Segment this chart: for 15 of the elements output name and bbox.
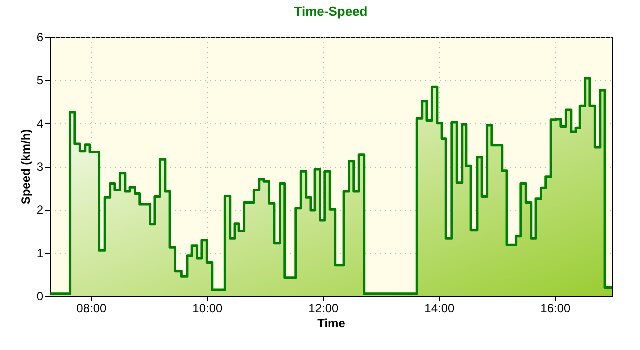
x-tick-label: 08:00 xyxy=(76,302,108,316)
y-tick-label: 6 xyxy=(36,30,44,44)
x-axis-title: Time xyxy=(318,316,346,330)
x-tick-label: 10:00 xyxy=(192,302,224,316)
y-tick-label: 3 xyxy=(36,160,44,174)
x-tick-label: 14:00 xyxy=(424,302,456,316)
y-tick-label: 1 xyxy=(36,246,44,260)
x-tick-label: 16:00 xyxy=(540,302,571,316)
y-tick-label: 4 xyxy=(36,116,44,131)
y-tick-label: 0 xyxy=(36,290,44,304)
x-tick-label: 12:00 xyxy=(308,302,340,316)
y-tick-label: 5 xyxy=(36,74,44,88)
y-tick-label: 2 xyxy=(36,203,44,218)
y-axis-title: Speed (km/h) xyxy=(18,129,33,205)
chart-title: Time-Speed xyxy=(294,4,368,19)
